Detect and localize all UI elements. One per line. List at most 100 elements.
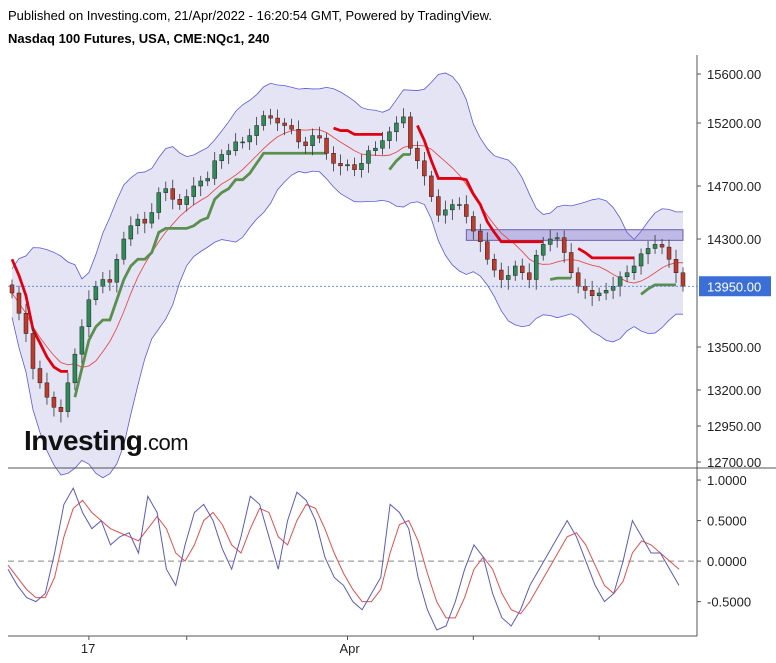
candle-body [65, 382, 71, 412]
candle-body [610, 286, 616, 291]
stoch-tick-label: 1.0000 [707, 473, 747, 488]
candle-body [107, 279, 113, 283]
y-tick-label: 13200.00 [707, 383, 761, 398]
candle-body [519, 265, 525, 273]
candle-body [359, 163, 364, 170]
candle-body [624, 272, 630, 278]
candle-body [603, 290, 609, 294]
trail-green-segment [640, 283, 677, 296]
candle-body [450, 204, 455, 211]
candle-body [226, 150, 231, 155]
candle-body [23, 313, 29, 334]
candle-body [345, 164, 350, 167]
candle-body [100, 279, 106, 287]
trail-red-segment [333, 126, 383, 136]
candle-body [436, 196, 441, 216]
candle-body [163, 188, 169, 193]
y-tick-label: 13500.00 [707, 340, 761, 355]
candle-body [114, 259, 120, 283]
trailing-stop [10, 124, 677, 398]
candle-body [582, 286, 588, 291]
candle-body [589, 290, 595, 296]
candle-body [547, 238, 553, 245]
candle-body [254, 125, 259, 136]
candle-body [9, 284, 15, 294]
candle-body [79, 326, 85, 355]
candle-body [457, 204, 462, 206]
candle-body [373, 147, 378, 151]
candle-body [261, 115, 266, 126]
trail-green-segment [73, 151, 327, 398]
trail-green-segment [549, 276, 572, 281]
candle-body [86, 299, 92, 327]
published-note: Published on Investing.com, 21/Apr/2022 … [8, 8, 492, 23]
candle-body [58, 407, 64, 412]
candle-body [485, 241, 490, 260]
candle-body [568, 252, 574, 273]
candle-body [443, 209, 448, 216]
candle-body [429, 175, 434, 197]
candle-body [492, 259, 497, 271]
y-tick-label: 15600.00 [707, 67, 761, 82]
candle-body [617, 276, 623, 287]
candle-body [506, 275, 511, 280]
candle-body [296, 129, 301, 143]
current-price-line: 13950.00 [8, 276, 771, 297]
candle-body [212, 160, 217, 179]
candle-body [324, 137, 329, 154]
candle-body [366, 150, 371, 164]
candle-body [149, 212, 155, 224]
candle-body [205, 178, 210, 182]
candle-body [387, 131, 392, 141]
candle-body [513, 265, 518, 276]
trail-green-segment [388, 153, 411, 171]
trail-red-segment [577, 247, 635, 260]
candle-body [422, 160, 427, 177]
candle-body [680, 272, 686, 287]
axes: 15600.00 15200.00 14700.00 14300.00 13500.00… [8, 55, 776, 656]
candle-body [135, 218, 141, 226]
candle-body [16, 292, 22, 314]
candle-body [30, 333, 36, 369]
candle-body [394, 122, 399, 133]
candle-body [268, 115, 273, 119]
candle-body [142, 218, 148, 224]
candle-body [533, 254, 539, 280]
candle-body [471, 216, 476, 232]
candle-body [44, 382, 50, 398]
candle-body [51, 396, 57, 408]
stoch-d-line [7, 499, 680, 619]
y-tick-label: 12950.00 [707, 419, 761, 434]
candle-body [499, 269, 504, 280]
candle-body [338, 163, 343, 167]
candle-body [240, 141, 245, 144]
bollinger-band [11, 72, 683, 479]
candle-body [415, 147, 420, 162]
candle-body [673, 259, 679, 273]
price-badge-label: 13950.00 [707, 279, 761, 294]
candle-body [128, 225, 134, 240]
candle-body [317, 135, 322, 139]
stoch-tick-label: 0.5000 [707, 514, 747, 529]
candle-body [156, 192, 162, 213]
band-upper [11, 72, 683, 280]
investing-logo: Investing.com [24, 425, 189, 456]
instrument-title: Nasdaq 100 Futures, USA, CME:NQc1, 240 [8, 31, 270, 46]
candle-body [645, 248, 651, 255]
y-tick-label: 14300.00 [707, 232, 761, 247]
candles [9, 108, 686, 423]
candle-body [121, 238, 127, 260]
candle-body [380, 140, 385, 149]
candle-body [310, 135, 315, 146]
candle-body [464, 204, 469, 217]
candle-body [478, 230, 483, 242]
candle-body [652, 244, 658, 249]
x-tick-label: 17 [81, 641, 95, 656]
candle-body [184, 196, 189, 205]
candle-body [352, 164, 357, 170]
stochastic-pane [7, 486, 697, 631]
stoch-tick-label: -0.5000 [707, 595, 751, 610]
candle-body [233, 141, 238, 151]
candle-body [275, 117, 280, 124]
